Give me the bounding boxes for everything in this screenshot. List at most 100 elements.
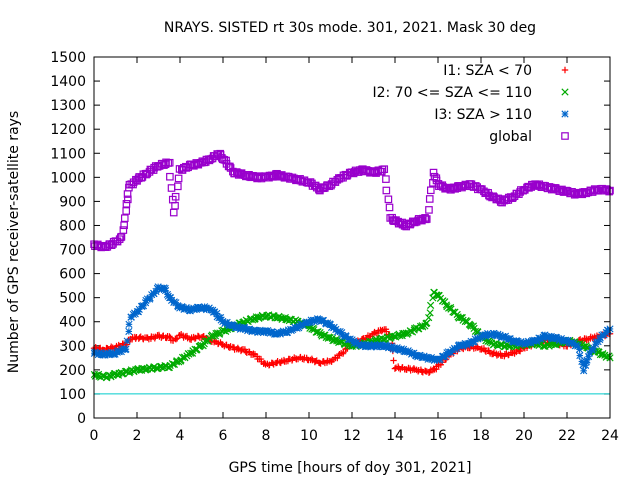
y-tick-label: 800	[59, 218, 86, 234]
y-tick-label: 200	[59, 363, 86, 379]
data-point-global	[427, 186, 435, 195]
data-point-i3	[470, 338, 478, 346]
data-point-global	[422, 215, 431, 223]
x-tick-label: 6	[219, 428, 228, 444]
tick-labels: 0100200300400500600700800900100011001200…	[50, 50, 619, 444]
data-point-i3	[453, 344, 461, 353]
data-point-i3	[146, 294, 154, 302]
x-tick-label: 20	[515, 428, 533, 444]
data-point-i2	[286, 315, 294, 323]
data-point-global	[380, 165, 389, 173]
data-point-i3	[513, 337, 521, 345]
data-point-i3	[324, 319, 332, 327]
data-point-global	[425, 195, 434, 203]
data-point-i3	[237, 324, 246, 333]
data-point-i3	[297, 320, 305, 328]
data-point-i3	[291, 323, 299, 332]
x-tick-label: 2	[133, 428, 142, 444]
data-point-i3	[350, 339, 358, 347]
data-point-global	[220, 156, 229, 164]
data-point-global	[171, 192, 180, 201]
y-tick-label: 600	[59, 267, 86, 283]
data-point-i1	[390, 357, 397, 364]
x-axis-label: GPS time [hours of doy 301, 2021]	[229, 460, 472, 476]
data-point-i2	[201, 337, 209, 345]
data-point-i3	[194, 303, 203, 311]
data-point-i3	[501, 332, 510, 340]
legend-label-i1: I1: SZA < 70	[443, 63, 532, 79]
data-point-global	[425, 206, 433, 214]
data-point-i3	[500, 333, 508, 341]
data-point-i3	[259, 328, 268, 337]
data-point-i2	[178, 353, 187, 362]
data-point-global	[208, 154, 217, 163]
legend-label-global: global	[489, 129, 532, 145]
data-point-i3	[161, 286, 170, 295]
data-point-global	[480, 187, 488, 196]
data-point-i3	[350, 337, 358, 345]
data-point-global	[605, 187, 613, 196]
data-point-i2	[469, 322, 478, 330]
legend-marker-i2	[561, 88, 569, 96]
axis-ticks	[93, 56, 611, 419]
data-point-i3	[424, 355, 432, 363]
x-tick-label: 14	[386, 428, 404, 444]
data-point-i3	[572, 341, 580, 350]
data-point-global	[145, 168, 154, 176]
data-point-i3	[580, 367, 588, 375]
data-point-i3	[451, 345, 459, 353]
x-tick-label: 8	[262, 428, 271, 444]
data-point-i3	[225, 322, 233, 330]
data-point-i3	[568, 338, 576, 346]
series-i3	[90, 283, 614, 375]
data-point-i3	[596, 334, 604, 342]
data-point-i1	[166, 333, 173, 340]
data-point-global	[116, 233, 125, 242]
y-tick-label: 1500	[50, 50, 86, 66]
data-point-i3	[235, 323, 244, 331]
y-tick-label: 1300	[50, 98, 86, 114]
data-point-i3	[303, 319, 311, 327]
data-point-i3	[420, 352, 428, 360]
data-point-global	[601, 186, 609, 195]
y-tick-label: 1100	[50, 146, 86, 162]
data-point-i3	[590, 344, 598, 352]
data-point-i3	[582, 358, 591, 366]
data-point-i3	[172, 299, 180, 307]
y-tick-label: 900	[59, 194, 86, 210]
data-point-i3	[95, 349, 103, 357]
x-tick-label: 24	[601, 428, 619, 444]
data-point-global	[333, 176, 342, 184]
data-point-i2	[380, 335, 388, 343]
data-point-global	[115, 235, 124, 243]
data-point-i2	[427, 301, 435, 309]
data-point-global	[120, 214, 129, 222]
legend-marker-i1	[561, 66, 569, 74]
data-point-i1	[250, 350, 257, 357]
data-point-i1	[136, 334, 143, 341]
data-point-i3	[123, 337, 131, 345]
data-point-global	[124, 195, 132, 204]
data-point-i1	[234, 344, 242, 352]
data-point-global	[384, 195, 393, 204]
x-tick-label: 16	[429, 428, 447, 444]
data-point-i2	[330, 336, 338, 344]
data-point-global	[174, 174, 183, 183]
legend-marker-i3	[561, 110, 569, 118]
data-point-i3	[581, 361, 590, 369]
data-point-i3	[152, 287, 160, 296]
y-tick-label: 0	[77, 411, 86, 427]
data-point-global	[122, 207, 131, 215]
y-axis-label: Number of GPS receiver-satellite rays	[6, 111, 22, 373]
data-point-global	[165, 158, 174, 167]
plot-frame	[93, 56, 611, 419]
data-point-i3	[544, 334, 552, 342]
data-point-i3	[584, 353, 593, 361]
data-point-global	[166, 172, 174, 181]
data-point-global	[174, 182, 182, 191]
data-point-i3	[213, 309, 221, 318]
x-tick-label: 4	[176, 428, 185, 444]
y-tick-label: 1200	[50, 122, 86, 138]
data-point-i3	[118, 345, 126, 353]
